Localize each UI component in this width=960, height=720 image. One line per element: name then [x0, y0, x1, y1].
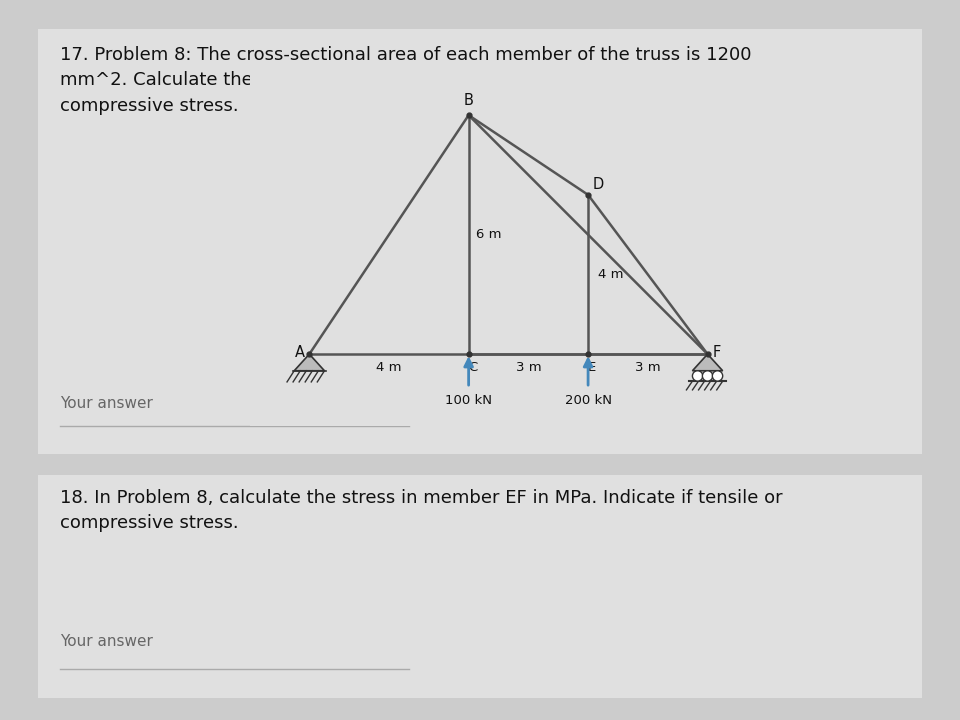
- Circle shape: [692, 371, 703, 381]
- Text: D: D: [593, 176, 604, 192]
- Text: 3 m: 3 m: [635, 361, 660, 374]
- Text: 18. In Problem 8, calculate the stress in member EF in MPa. Indicate if tensile : 18. In Problem 8, calculate the stress i…: [60, 489, 783, 532]
- Text: 100 kN: 100 kN: [445, 394, 492, 407]
- Text: 4 m: 4 m: [598, 268, 624, 281]
- Text: 4 m: 4 m: [376, 361, 401, 374]
- Text: F: F: [712, 345, 721, 359]
- Polygon shape: [294, 354, 324, 371]
- Text: Your answer: Your answer: [60, 396, 154, 411]
- Text: Your answer: Your answer: [60, 634, 154, 649]
- Text: C: C: [468, 361, 478, 374]
- Text: B: B: [464, 93, 473, 108]
- Text: 3 m: 3 m: [516, 361, 541, 374]
- Text: 200 kN: 200 kN: [564, 394, 612, 407]
- Circle shape: [712, 371, 723, 381]
- Text: 6 m: 6 m: [476, 228, 501, 241]
- Text: A: A: [295, 345, 304, 359]
- Polygon shape: [692, 354, 723, 371]
- Text: 17. Problem 8: The cross-sectional area of each member of the truss is 1200
mm^2: 17. Problem 8: The cross-sectional area …: [60, 46, 752, 115]
- Circle shape: [703, 371, 712, 381]
- Text: E: E: [588, 361, 596, 374]
